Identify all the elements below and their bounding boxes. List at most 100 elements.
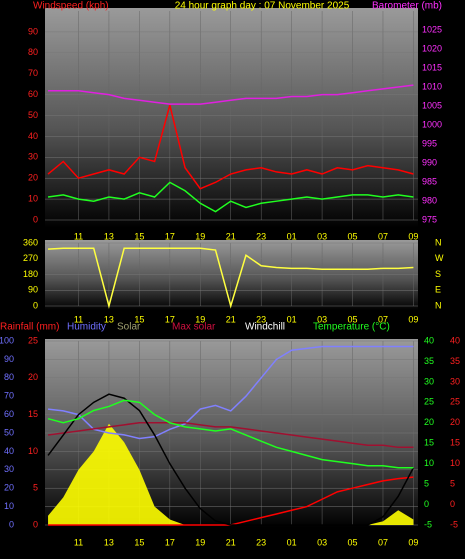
x-tick-label: 07: [378, 314, 388, 324]
y-tick-label: 30: [28, 152, 38, 162]
y-tick-label: 15: [450, 438, 460, 448]
y-tick-label: 975: [422, 214, 437, 224]
y-tick-label: 980: [422, 195, 437, 205]
x-tick-label: 07: [378, 231, 388, 241]
series-line: [47, 181, 414, 213]
series-line: [48, 84, 414, 105]
y-tick-label: 270: [23, 253, 38, 263]
y-tick-label: 1010: [422, 81, 442, 91]
y-tick-label: 20: [28, 372, 38, 382]
y-tick-label: 20: [424, 417, 434, 427]
solar-area: [48, 423, 414, 525]
x-tick-label: 11: [74, 537, 83, 547]
y-tick-label: 1005: [422, 100, 442, 110]
y-tick-label: -5: [424, 519, 432, 529]
y-tick-label: 20: [28, 173, 38, 183]
y-tick-label: 1020: [422, 43, 442, 53]
series-line: [47, 393, 415, 526]
y-tick-label: 30: [450, 376, 460, 386]
y-tick-label: 0: [9, 519, 14, 529]
y-tick-label: 0: [450, 499, 455, 509]
y-tick-label: N: [435, 237, 442, 247]
panel-wind: [45, 8, 418, 228]
y-tick-label: 985: [422, 176, 437, 186]
series-line: [47, 422, 414, 449]
y-tick-label: 15: [28, 409, 38, 419]
y-tick-label: 25: [28, 335, 38, 345]
y-tick-label: 40: [450, 335, 460, 345]
y-tick-label: 100: [0, 335, 14, 345]
y-tick-label: 70: [4, 391, 14, 401]
x-tick-label: 03: [317, 537, 327, 547]
x-tick-label: 17: [165, 537, 175, 547]
x-tick-label: 09: [408, 314, 418, 324]
x-tick-label: 21: [226, 314, 236, 324]
y-tick-label: 1000: [422, 119, 442, 129]
x-tick-label: 17: [165, 314, 175, 324]
y-tick-label: 30: [424, 376, 434, 386]
y-tick-label: 90: [28, 26, 38, 36]
x-tick-label: 21: [226, 537, 236, 547]
y-tick-label: 10: [424, 458, 434, 468]
x-tick-label: 19: [195, 231, 205, 241]
y-tick-label: 1025: [422, 24, 442, 34]
y-tick-label: S: [435, 269, 441, 279]
x-tick-label: 13: [104, 231, 114, 241]
x-tick-label: 15: [134, 231, 144, 241]
y-tick-label: 1015: [422, 62, 442, 72]
y-tick-label: 40: [424, 335, 434, 345]
x-tick-label: 15: [134, 314, 144, 324]
y-tick-label: 0: [424, 499, 429, 509]
y-tick-label: 20: [4, 483, 14, 493]
x-tick-label: 05: [348, 537, 358, 547]
y-tick-label: E: [435, 285, 441, 295]
x-tick-label: 23: [256, 537, 266, 547]
x-tick-label: 01: [287, 231, 297, 241]
y-tick-label: W: [435, 253, 444, 263]
y-tick-label: 360: [23, 237, 38, 247]
y-tick-label: 990: [422, 157, 437, 167]
x-tick-label: 03: [317, 231, 327, 241]
legend-label: Windchill: [245, 322, 285, 333]
x-tick-label: 23: [256, 231, 266, 241]
x-tick-label: 11: [74, 231, 83, 241]
x-tick-label: 21: [226, 231, 236, 241]
y-tick-label: -5: [450, 519, 458, 529]
chart-title: 24 hour graph day : 07 November 2025: [175, 1, 350, 12]
y-tick-label: 25: [424, 397, 434, 407]
y-tick-label: 0: [33, 519, 38, 529]
x-tick-label: 07: [378, 537, 388, 547]
y-axis-label: Windspeed (kph): [33, 1, 109, 12]
y-tick-label: 80: [4, 372, 14, 382]
y-tick-label: 10: [28, 193, 38, 203]
x-tick-label: 19: [195, 537, 205, 547]
x-tick-label: 11: [74, 314, 83, 324]
y-tick-label: 0: [33, 300, 38, 310]
x-tick-label: 13: [104, 537, 114, 547]
series-line: [47, 345, 414, 440]
y-tick-label: 995: [422, 138, 437, 148]
x-tick-label: 17: [165, 231, 175, 241]
y-tick-label: 0: [33, 214, 38, 224]
legend-label: Solar: [117, 322, 141, 333]
series-line: [48, 247, 414, 309]
y-tick-label: 25: [450, 397, 460, 407]
x-tick-label: 19: [195, 314, 205, 324]
x-tick-label: 23: [256, 314, 266, 324]
y-tick-label: 30: [4, 464, 14, 474]
y-tick-label: 15: [424, 438, 434, 448]
y-tick-label: 50: [28, 110, 38, 120]
y-tick-label: 20: [450, 417, 460, 427]
x-tick-label: 05: [348, 314, 358, 324]
y2-axis-label: Barometer (mb): [372, 1, 442, 12]
x-tick-label: 13: [104, 314, 114, 324]
y-tick-label: 90: [4, 354, 14, 364]
y-tick-label: 180: [23, 269, 38, 279]
x-tick-label: 09: [408, 231, 418, 241]
x-tick-label: 03: [317, 314, 327, 324]
legend-label: Rainfall (mm): [0, 322, 59, 333]
y-tick-label: 40: [4, 446, 14, 456]
x-tick-label: 01: [287, 314, 297, 324]
y-tick-label: 35: [450, 356, 460, 366]
legend-label: Humidity: [67, 322, 106, 333]
